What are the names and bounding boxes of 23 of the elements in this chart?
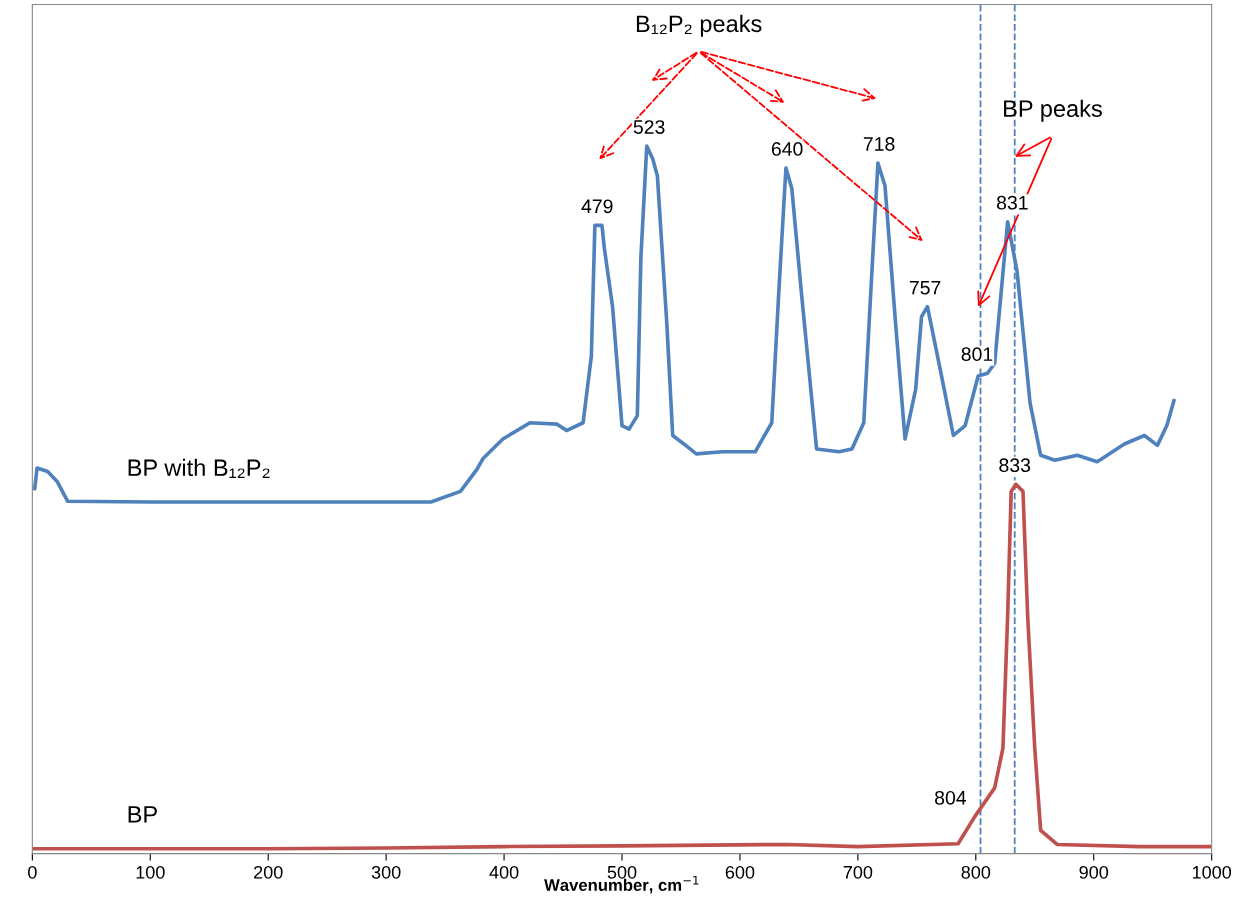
annotation: 718 bbox=[863, 137, 895, 151]
series-label: BP with B₁₂P₂ bbox=[128, 458, 270, 478]
annotation: 479 bbox=[581, 199, 613, 214]
annotation: 523 bbox=[633, 120, 665, 134]
annotation: 757 bbox=[909, 280, 941, 295]
x-tick-label: 100 bbox=[136, 865, 165, 879]
x-tick-label: 1000 bbox=[1192, 865, 1232, 879]
x-tick-label: 800 bbox=[961, 865, 991, 879]
x-tick-label: 0 bbox=[28, 865, 37, 879]
annotation: 640 bbox=[771, 142, 803, 156]
annotation: 801 bbox=[961, 347, 993, 362]
text: BP peaks bbox=[1004, 99, 1102, 122]
annotation: 804 bbox=[935, 790, 967, 805]
text: B₁₂P₂ peaks bbox=[636, 14, 762, 37]
x-tick-label: 700 bbox=[843, 865, 873, 879]
x-tick-label: 900 bbox=[1079, 865, 1109, 879]
annotation: 831 bbox=[996, 195, 1028, 210]
x-tick-label: 600 bbox=[725, 865, 755, 879]
x-tick-label: 300 bbox=[371, 865, 401, 879]
annotation: 833 bbox=[999, 458, 1031, 473]
x-tick-label: 200 bbox=[254, 865, 283, 879]
series-label: BP bbox=[128, 806, 157, 823]
x-tick-label: 400 bbox=[489, 865, 519, 879]
